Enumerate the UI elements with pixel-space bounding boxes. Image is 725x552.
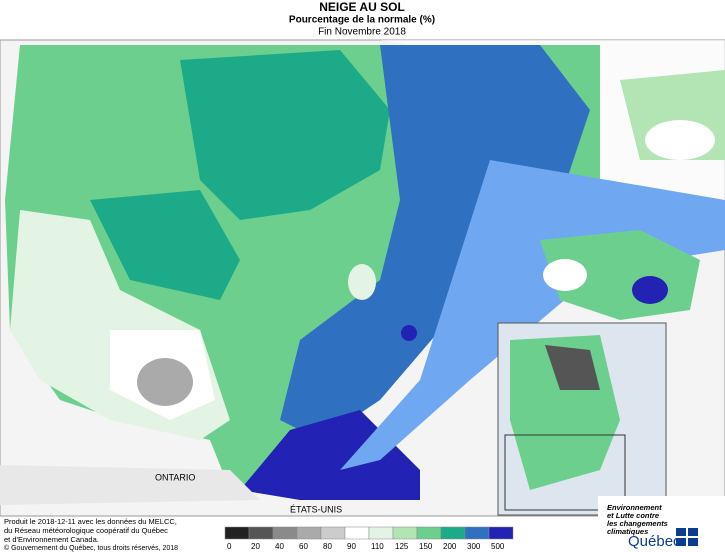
region-label: ÉTATS-UNIS <box>290 504 342 514</box>
legend-label: 90 <box>347 542 356 551</box>
logo-line: les changements <box>607 519 668 528</box>
logo-brand: Québec <box>628 533 681 550</box>
legend-label: 300 <box>467 542 481 551</box>
period: Fin Novembre 2018 <box>318 27 406 38</box>
legend-label: 125 <box>395 542 409 551</box>
legend-label: 150 <box>419 542 433 551</box>
legend: 0 20 40 60 80 90 110 125 150 200 300 500 <box>224 526 514 551</box>
logo-line: Environnement <box>607 503 662 512</box>
legend-label: 500 <box>491 542 505 551</box>
copyright: © Gouvernement du Québec, tous droits ré… <box>4 544 178 552</box>
legend-swatch <box>440 526 466 540</box>
legend-label: 80 <box>323 542 332 551</box>
legend-label: 20 <box>251 542 260 551</box>
legend-label: 110 <box>371 542 384 551</box>
legend-swatch <box>344 526 370 540</box>
legend-label: 60 <box>299 542 308 551</box>
legend-swatch <box>320 526 346 540</box>
legend-swatch <box>392 526 418 540</box>
logo-flag <box>676 538 686 546</box>
subtitle: Pourcentage de la normale (%) <box>289 15 435 26</box>
legend-swatch <box>272 526 298 540</box>
legend-label: 200 <box>443 542 457 551</box>
legend-swatch <box>488 526 514 540</box>
logo-line: et Lutte contre <box>607 511 659 520</box>
legend-label: 40 <box>275 542 284 551</box>
logo-flag <box>688 538 698 546</box>
legend-swatch <box>464 526 490 540</box>
legend-swatch <box>368 526 394 540</box>
legend-swatch <box>296 526 322 540</box>
credit-line: Produit le 2018-12-11 avec les données d… <box>4 517 177 526</box>
credit-line: du Réseau météorologique coopératif du Q… <box>4 526 168 535</box>
legend-label: 0 <box>227 542 232 551</box>
logo-line: climatiques <box>607 527 648 536</box>
credit-line: et d'Environnement Canada. <box>4 535 99 544</box>
legend-swatch <box>248 526 274 540</box>
title: NEIGE AU SOL <box>319 0 405 14</box>
legend-swatch <box>224 526 250 540</box>
logo-box <box>598 496 725 552</box>
logo-flag <box>676 528 686 536</box>
map: ONTARIO ÉTATS-UNIS <box>0 39 725 517</box>
legend-swatch <box>416 526 442 540</box>
logo-flag <box>688 528 698 536</box>
region-label: ONTARIO <box>155 472 195 482</box>
